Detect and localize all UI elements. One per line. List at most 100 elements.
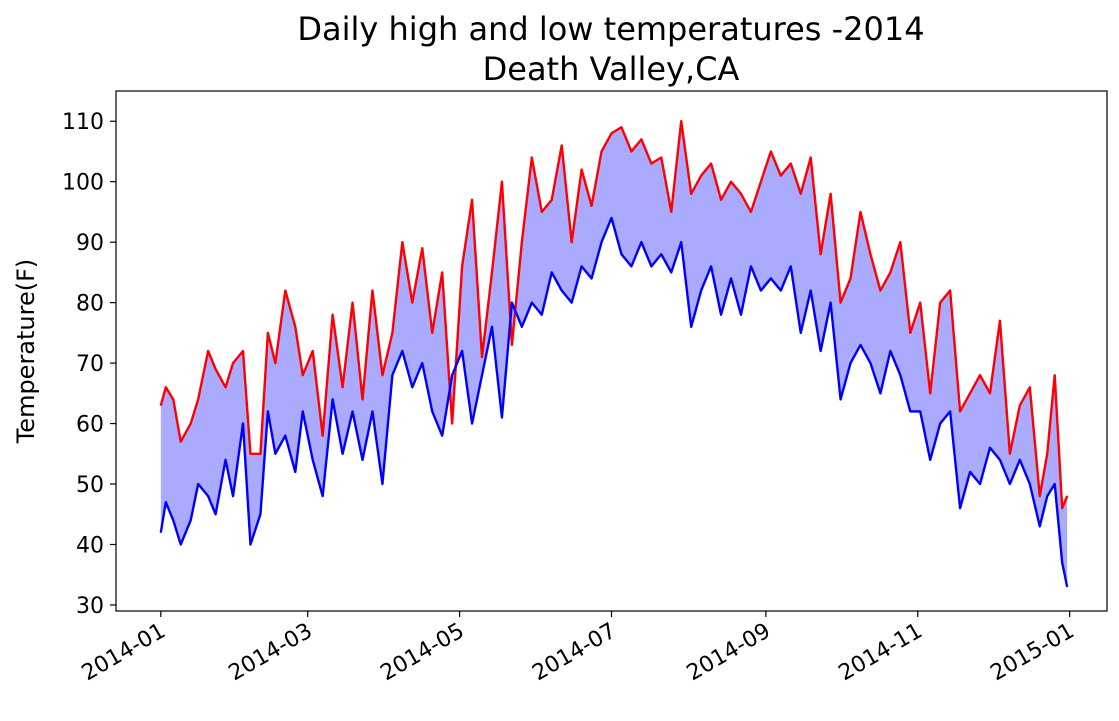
high-temperature-point	[760, 181, 762, 183]
low-temperature-point	[481, 374, 483, 376]
low-temperature-point	[284, 435, 286, 437]
high-temperature-point	[650, 162, 652, 165]
high-temperature-point	[899, 241, 901, 243]
plot-area	[159, 120, 1069, 588]
low-temperature-point	[180, 543, 182, 546]
high-temperature-point	[441, 271, 443, 273]
high-temperature-point	[381, 374, 384, 376]
low-temperature-point	[172, 519, 174, 521]
high-temperature-point	[491, 271, 493, 273]
y-tick-label: 70	[76, 352, 104, 377]
high-temperature-point	[561, 144, 563, 147]
high-temperature-point	[172, 398, 174, 400]
high-temperature-point	[610, 132, 613, 134]
high-temperature-point	[341, 386, 344, 388]
low-temperature-point	[670, 271, 672, 273]
low-temperature-point	[720, 314, 722, 316]
low-temperature-point	[640, 241, 642, 243]
high-temperature-point	[919, 302, 921, 304]
low-temperature-point	[160, 531, 162, 534]
series-layer	[159, 120, 1069, 588]
high-temperature-point	[710, 162, 712, 165]
high-temperature-point	[511, 344, 513, 346]
low-temperature-point	[879, 392, 882, 394]
low-temperature-point	[790, 265, 792, 267]
high-temperature-point	[909, 332, 911, 334]
low-temperature-point	[680, 241, 682, 243]
high-temperature-point	[249, 453, 252, 455]
high-temperature-point	[242, 350, 244, 352]
low-temperature-point	[949, 410, 951, 413]
high-temperature-point	[581, 169, 583, 171]
low-temperature-point	[600, 241, 603, 243]
low-temperature-point	[232, 495, 234, 497]
high-temperature-point	[431, 332, 433, 334]
high-temperature-point	[259, 453, 262, 455]
y-tick-label: 60	[76, 413, 104, 438]
high-temperature-point	[1054, 374, 1056, 376]
low-temperature-point	[215, 513, 217, 515]
high-temperature-point	[969, 392, 971, 394]
high-temperature-point	[670, 211, 672, 213]
y-tick-label: 90	[76, 231, 104, 256]
high-temperature-point	[411, 302, 413, 304]
high-temperature-point	[999, 320, 1001, 322]
low-temperature-point	[810, 289, 812, 292]
low-temperature-point	[165, 501, 167, 503]
high-temperature-point	[959, 410, 961, 413]
high-temperature-point	[232, 362, 234, 364]
low-temperature-point	[899, 374, 901, 376]
high-temperature-point	[640, 138, 642, 140]
low-temperature-point	[332, 398, 334, 400]
low-temperature-point	[259, 513, 262, 515]
low-temperature-point	[989, 447, 991, 449]
high-temperature-point	[541, 211, 543, 213]
low-temperature-point	[730, 277, 732, 280]
high-temperature-point	[531, 156, 533, 159]
high-temperature-point	[830, 193, 832, 195]
high-temperature-point	[551, 199, 553, 201]
high-temperature-point	[869, 253, 872, 255]
high-temperature-point	[302, 374, 304, 376]
low-temperature-point	[197, 483, 199, 485]
high-temperature-point	[274, 362, 276, 364]
low-temperature-point	[1009, 483, 1011, 485]
high-temperature-point	[949, 289, 951, 292]
low-temperature-point	[351, 410, 354, 413]
high-temperature-line	[159, 120, 1069, 510]
low-temperature-point	[391, 374, 393, 376]
low-temperature-point	[630, 265, 633, 267]
high-temperature-point	[294, 326, 296, 328]
high-temperature-point	[481, 356, 483, 358]
low-temperature-point	[700, 289, 702, 292]
low-temperature-point	[770, 277, 772, 280]
low-temperature-point	[312, 459, 314, 461]
high-temperature-point	[1039, 495, 1041, 497]
high-temperature-point	[740, 193, 742, 195]
high-temperature-point	[461, 265, 463, 267]
low-temperature-point	[1029, 483, 1031, 485]
high-temperature-point	[197, 398, 199, 400]
high-temperature-point	[939, 302, 941, 304]
low-temperature-point	[461, 350, 463, 352]
low-temperature-point	[371, 410, 374, 413]
low-temperature-point	[959, 507, 961, 509]
high-temperature-point	[690, 193, 692, 195]
high-temperature-point	[730, 181, 732, 183]
high-temperature-point	[371, 289, 374, 292]
high-temperature-point	[800, 193, 802, 195]
low-temperature-point	[710, 265, 712, 267]
low-temperature-point	[690, 326, 692, 328]
low-temperature-point	[451, 374, 453, 376]
low-temperature-point	[909, 410, 911, 413]
high-temperature-point	[620, 126, 623, 128]
low-temperature-point	[849, 362, 852, 364]
low-temperature-point	[361, 459, 364, 461]
high-temperature-point	[190, 422, 192, 425]
y-axis-label: Temperature(F)	[12, 259, 40, 445]
high-temperature-point	[780, 175, 782, 177]
high-temperature-point	[1029, 386, 1031, 388]
low-temperature-point	[274, 453, 276, 455]
